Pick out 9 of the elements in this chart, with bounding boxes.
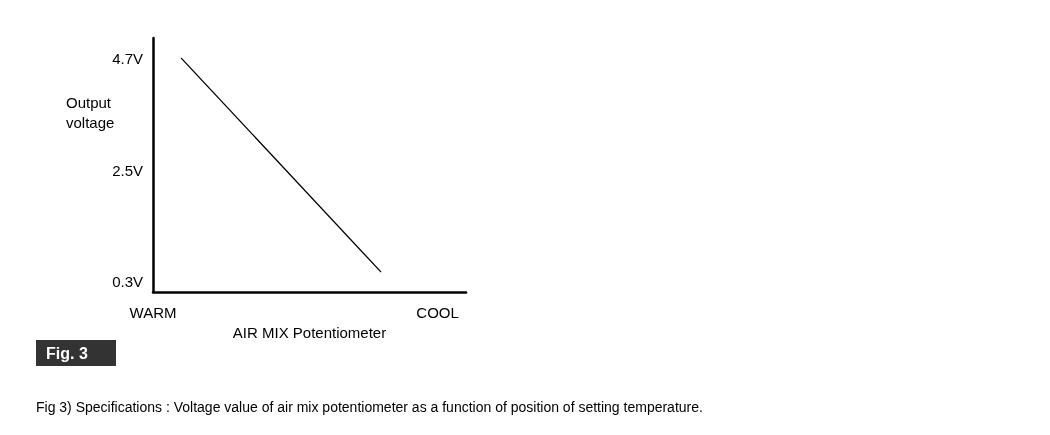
x-tick-label: WARM — [129, 304, 177, 321]
y-tick-label: 0.3V — [112, 273, 143, 291]
x-axis-title: AIR MIX Potentiometer — [232, 323, 387, 341]
y-tick-label: 4.7V — [112, 49, 143, 67]
y-axis-title: Output voltage — [66, 93, 115, 131]
caption: Fig. 3 — [46, 344, 88, 362]
caption: Fig 3) Specifications : Voltage value of air mix potentiometer as a function of position of setting temperature. — [36, 399, 703, 415]
y-tick-label: 2.5V — [112, 161, 143, 179]
x-tick-label: COOL — [416, 304, 459, 321]
